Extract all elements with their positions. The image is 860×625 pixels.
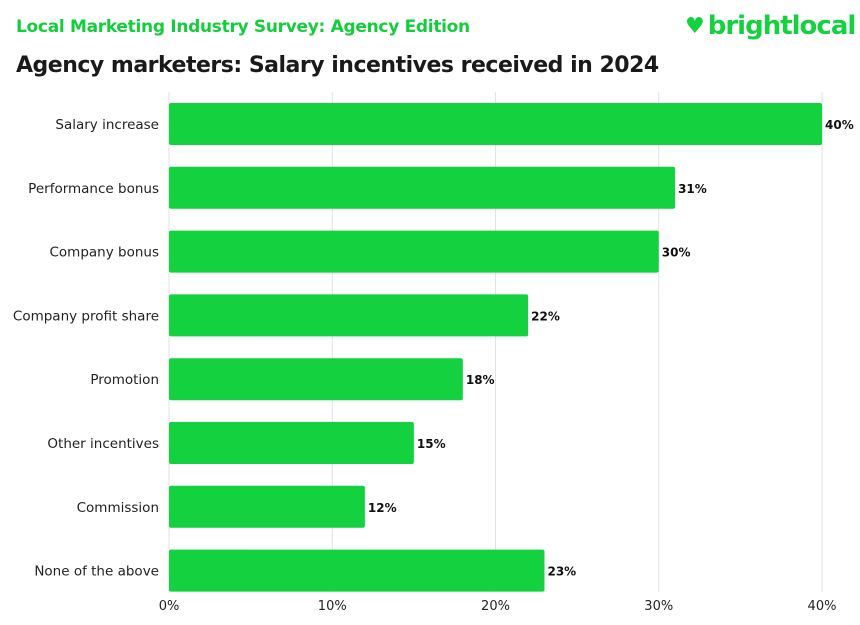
x-tick-label: 10% xyxy=(318,599,347,614)
data-label: 30% xyxy=(662,246,691,260)
category-label: Other incentives xyxy=(47,436,159,452)
data-label: 12% xyxy=(368,501,397,515)
category-label: Commission xyxy=(77,500,159,516)
data-label: 22% xyxy=(531,309,560,323)
bar xyxy=(169,358,463,401)
bar xyxy=(169,166,676,209)
bar xyxy=(169,549,545,592)
category-label: Company bonus xyxy=(50,245,160,261)
brand-logo: ♥ brightlocal xyxy=(685,11,857,41)
data-label: 15% xyxy=(417,437,446,451)
category-label: None of the above xyxy=(34,564,159,580)
bar xyxy=(169,422,414,464)
data-label: 23% xyxy=(547,565,576,579)
x-tick-label: 20% xyxy=(481,599,510,614)
x-tick-label: 40% xyxy=(808,599,837,614)
category-label: Salary increase xyxy=(55,117,159,133)
x-tick-label: 30% xyxy=(644,599,673,614)
brand-name: brightlocal xyxy=(707,11,857,41)
data-label: 18% xyxy=(466,373,495,387)
supertitle: Local Marketing Industry Survey: Agency … xyxy=(16,17,470,37)
bar xyxy=(169,103,822,145)
bar xyxy=(169,485,365,528)
category-label: Promotion xyxy=(90,372,159,388)
bar xyxy=(169,294,529,337)
category-label: Company profit share xyxy=(13,308,159,324)
data-label: 40% xyxy=(825,118,854,132)
x-tick-label: 0% xyxy=(159,599,180,614)
bar xyxy=(169,230,659,273)
category-label: Performance bonus xyxy=(28,181,159,197)
chart-title: Agency marketers: Salary incentives rece… xyxy=(16,53,659,78)
heart-pin-icon: ♥ xyxy=(685,13,705,39)
data-label: 31% xyxy=(678,182,707,196)
